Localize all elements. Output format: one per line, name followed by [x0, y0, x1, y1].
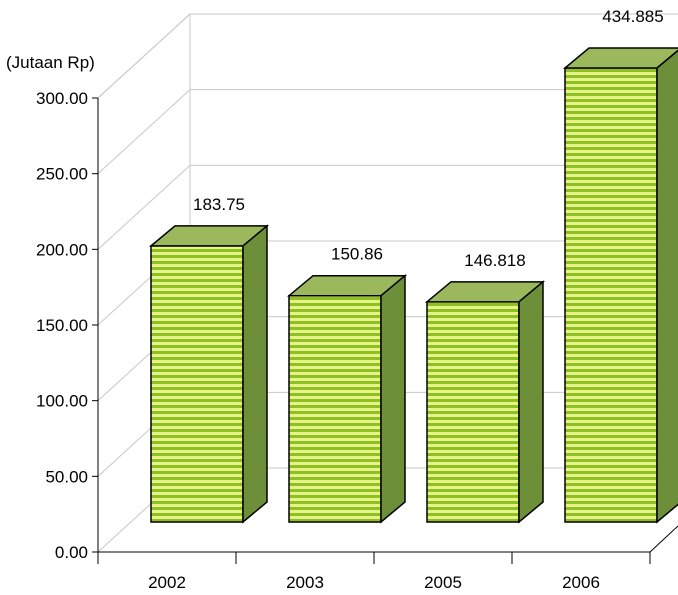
bar	[564, 67, 658, 523]
y-tick-label: 50.00	[45, 467, 88, 486]
top-edge	[97, 13, 191, 99]
y-axis-label: (Jutaan Rp)	[6, 53, 95, 72]
data-label: 150.86	[331, 245, 383, 264]
y-tick-label: 100.00	[36, 392, 88, 411]
bar	[150, 245, 244, 523]
bar-side	[242, 224, 268, 524]
y-tick-label: 250.00	[36, 165, 88, 184]
data-label: 183.75	[193, 195, 245, 214]
y-tick-label: 150.00	[36, 316, 88, 335]
bar-top	[562, 47, 678, 69]
x-axis-ticks: 2002 2003 2005 2006	[97, 552, 651, 592]
x-tick-label: 2003	[286, 573, 324, 592]
data-labels: 183.75 150.86 146.818 434.885	[193, 7, 664, 270]
bar-side	[518, 280, 544, 524]
x-tick-label: 2005	[424, 573, 462, 592]
floor-edge	[649, 525, 678, 553]
data-label: 434.885	[602, 7, 663, 26]
bars	[148, 47, 678, 524]
data-label: 146.818	[464, 251, 525, 270]
bar-side	[380, 274, 406, 524]
x-tick-label: 2006	[562, 573, 600, 592]
y-axis-ticks: 0.00 50.00 100.00 150.00 200.00 250.00 300.00	[36, 89, 98, 562]
grid-diagonal	[97, 89, 191, 175]
bar-side	[656, 49, 678, 524]
bar	[288, 294, 382, 523]
y-tick-label: 200.00	[36, 240, 88, 259]
x-tick-label: 2002	[148, 573, 186, 592]
bar	[426, 301, 520, 523]
grid-diagonal	[97, 164, 191, 250]
y-tick-label: 300.00	[36, 89, 88, 108]
y-tick-label: 0.00	[55, 543, 88, 562]
